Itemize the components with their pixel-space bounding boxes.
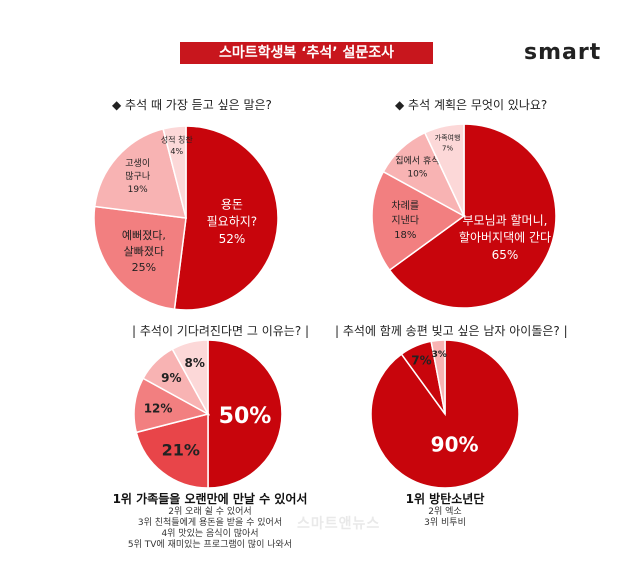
reasons-rank-1: 1위 가족들을 오랜만에 만날 수 있어서: [112, 492, 308, 506]
survey-title-banner: 스마트학생복 ‘추석’ 설문조사: [180, 42, 433, 64]
chart1-slice-3-percent: 19%: [128, 185, 148, 195]
chart1-slice-4: [162, 125, 187, 219]
chart1-slice-1: [173, 125, 279, 311]
chart1-slice-2-percent: 25%: [132, 261, 156, 274]
chart2-slice-1: [388, 123, 557, 309]
chart3-slice-5-percent: 8%: [185, 356, 205, 370]
chart2-slice-3-label: 집에서 휴식: [395, 154, 439, 166]
idols-ranking: 1위 방탄소년단 2위 엑소 3위 비투비: [370, 490, 520, 529]
chart1-slice-2-label: 예뻐졌다,: [122, 229, 166, 242]
chart1-slice-3: [93, 127, 188, 219]
chart3-slice-3-percent: 12%: [144, 401, 173, 415]
chart2-title: ◆ 추석 계획은 무엇이 있나요?: [395, 98, 548, 112]
reasons-rank-2: 2위 오래 쉴 수 있어서: [168, 507, 252, 517]
chart1-slice-3-label: 고생이: [125, 158, 150, 169]
chart2-slice-3-percent: 10%: [407, 169, 427, 179]
chart2-slice-4: [423, 123, 465, 217]
chart2-slice-2-label: 차례를: [391, 200, 419, 212]
chart1-slice-1-label: 필요하지?: [207, 215, 258, 229]
reasons-ranking: 1위 가족들을 오랜만에 만날 수 있어서 2위 오래 쉴 수 있어서 3위 친…: [60, 490, 360, 551]
idols-rank-2: 2위 엑소: [428, 507, 462, 517]
chart1-slice-1-percent: 52%: [219, 232, 246, 246]
chart1-slice-4-label: 성적 칭찬: [161, 134, 194, 144]
idols-rank-1: 1위 방탄소년단: [405, 492, 485, 506]
chart3-slice-5: [171, 339, 209, 415]
smart-logo: smart: [524, 40, 602, 65]
chart1-slice-3-label: 많구나: [125, 171, 150, 182]
chart4-title: | 추석에 함께 송편 빚고 싶은 남자 아이돌은? |: [335, 324, 568, 338]
reasons-rank-3: 3위 친척들에게 용돈을 받을 수 있어서: [137, 518, 283, 528]
watermark-text: 스마트앤뉴스: [297, 516, 381, 532]
chart3-slice-2-percent: 21%: [162, 440, 200, 459]
pie-chart-idols: 90% 7% 3%: [370, 339, 520, 489]
chart4-slice-3-percent: 3%: [432, 350, 447, 360]
idols-rank-3: 3위 비투비: [424, 518, 466, 528]
chart3-slice-2: [135, 413, 209, 489]
chart1-slice-2: [93, 205, 187, 311]
chart3-slice-1-percent: 50%: [219, 404, 272, 429]
chart4-slice-2-percent: 7%: [411, 353, 431, 367]
chart2-slice-2-label: 지낸다: [391, 215, 419, 227]
chart3-slice-4-percent: 9%: [161, 371, 181, 385]
chart2-slice-2: [371, 170, 466, 272]
chart2-slice-1-label: 할아버지댁에 간다: [459, 231, 551, 245]
pie-chart-reasons: 50% 21% 12% 9% 8%: [133, 339, 283, 489]
chart1-slice-4-percent: 4%: [170, 147, 183, 156]
chart2-slice-4-label: 가족여행: [435, 133, 461, 142]
chart3-slice-1: [207, 339, 283, 489]
reasons-rank-4: 4위 맛있는 음식이 많아서: [161, 529, 259, 539]
chart1-title: ◆ 추석 때 가장 듣고 싶은 말은?: [112, 98, 272, 112]
chart4-slice-3: [430, 339, 446, 415]
chart3-title: | 추석이 기다려진다면 그 이유는? |: [132, 324, 310, 338]
chart2-slice-2-percent: 18%: [394, 230, 416, 241]
reasons-rank-5: 5위 TV에 재미있는 프로그램이 많이 나와서: [127, 540, 293, 550]
chart1-slice-2-label: 살빠졌다: [124, 245, 164, 258]
chart2-slice-1-percent: 65%: [492, 248, 519, 262]
chart4-slice-1-percent: 90%: [431, 433, 479, 457]
chart1-slice-1-label: 용돈: [221, 197, 243, 211]
chart2-slice-1-label: 부모님과 할머니,: [463, 213, 548, 227]
chart2-slice-4-percent: 7%: [442, 144, 453, 152]
